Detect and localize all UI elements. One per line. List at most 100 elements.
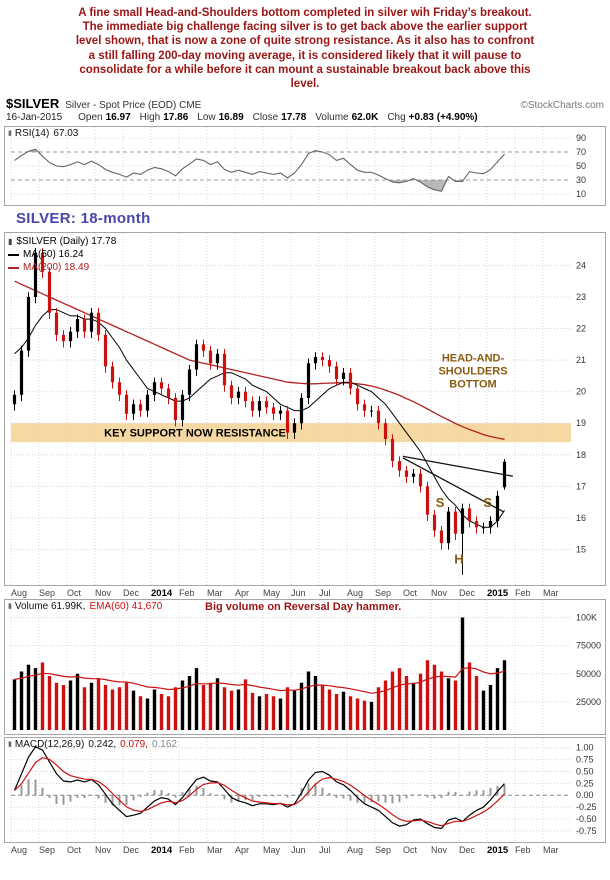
- month-label: Oct: [403, 845, 418, 855]
- month-label: May: [263, 845, 281, 855]
- svg-text:21: 21: [576, 355, 586, 365]
- month-label: 2015: [487, 588, 509, 599]
- commentary-line: level shown, that is now a zone of quite…: [75, 35, 535, 48]
- month-label: 2015: [487, 845, 509, 856]
- legend-row: MA(200) 18.49: [8, 261, 116, 274]
- chart-title-row: $SILVER Silver - Spot Price (EOD) CME ©S…: [4, 95, 606, 111]
- svg-text:-0.25: -0.25: [576, 802, 597, 812]
- svg-text:0.75: 0.75: [576, 755, 594, 765]
- commentary-line: consolidate for a while before it can mo…: [79, 63, 531, 76]
- quote-row: 16-Jan-2015 Open 16.97 High 17.86 Low 16.89 Cl…: [4, 111, 606, 126]
- month-label: Oct: [403, 588, 418, 598]
- svg-text:23: 23: [576, 292, 586, 302]
- svg-text:-0.75: -0.75: [576, 826, 597, 836]
- volume-chart: 100K 75000 50000 25000: [10, 600, 601, 735]
- x-axis-labels-bottom: Aug Sep Oct Nov Dec 2014 Feb Mar Apr May Jun Jul Aug…: [11, 845, 559, 856]
- svg-text:70: 70: [576, 147, 586, 157]
- month-label: Aug: [347, 845, 363, 855]
- month-label: Feb: [515, 845, 531, 855]
- quote-field-value: +0.83 (+4.90%): [408, 112, 478, 124]
- month-label: Aug: [347, 588, 363, 598]
- svg-text:25000: 25000: [576, 697, 601, 707]
- commentary-line: The immediate big challenge facing silve…: [82, 21, 528, 34]
- month-label: Sep: [375, 588, 391, 598]
- quote-field-label: Volume: [315, 112, 349, 124]
- month-label: Feb: [179, 588, 195, 598]
- head-and-shoulders-label: BOTTOM: [449, 379, 496, 391]
- svg-text:90: 90: [576, 133, 586, 143]
- x-axis-labels-top: Aug Sep Oct Nov Dec 2014 Feb Mar Apr May Jun Jul Aug…: [11, 588, 559, 599]
- month-label: Aug: [11, 845, 27, 855]
- month-label: Oct: [67, 588, 82, 598]
- quote-field-label: High: [139, 112, 161, 124]
- month-label: 2014: [151, 588, 173, 599]
- month-label: Aug: [11, 588, 27, 598]
- month-label: Sep: [39, 588, 55, 598]
- month-label: May: [263, 588, 281, 598]
- quote-field-label: Close: [252, 112, 279, 124]
- month-label: Jul: [319, 588, 331, 598]
- macd-panel: 1.00 0.75 0.50 0.25 0.00 -0.25 -0.50 -0.75 ▮ MAC…: [4, 737, 606, 844]
- hs-letter-h: H: [454, 552, 463, 567]
- svg-text:50000: 50000: [576, 669, 601, 679]
- quote-field-value: 62.0K: [351, 112, 379, 124]
- chart-period-label: SILVER: 18-month: [16, 210, 151, 228]
- legend-row: MA(50) 16.24: [8, 248, 116, 261]
- svg-text:0.50: 0.50: [576, 767, 594, 777]
- svg-text:20: 20: [576, 387, 586, 397]
- ticker-symbol: $SILVER: [6, 96, 60, 112]
- head-and-shoulders-label: HEAD-AND-: [442, 353, 505, 365]
- page: A fine small Head-and-Shoulders bottom c…: [4, 7, 606, 856]
- volume-ema-value: EMA(60) 41,670: [89, 601, 163, 613]
- legend-text: MA(200) 18.49: [23, 262, 90, 274]
- svg-text:24: 24: [576, 261, 586, 271]
- month-label: Apr: [235, 845, 249, 855]
- legend-text: MA(50) 16.24: [23, 249, 84, 261]
- commentary-line: level.: [290, 78, 320, 91]
- svg-text:50: 50: [576, 161, 586, 171]
- svg-text:100K: 100K: [576, 613, 597, 623]
- macd-label: ▮ MACD(12,26,9) 0.242, 0.079, 0.162: [8, 739, 177, 750]
- hs-letter-s: S: [436, 495, 445, 510]
- quote-field-label: Chg: [387, 112, 406, 124]
- svg-text:19: 19: [576, 418, 586, 428]
- macd-chart: 1.00 0.75 0.50 0.250.00 -0.25 -0.50 -0.75: [10, 738, 597, 843]
- month-label: Sep: [375, 845, 391, 855]
- commentary-line: a still falling 200-day moving average, …: [88, 49, 522, 62]
- month-label: Jul: [319, 845, 331, 855]
- svg-text:0.25: 0.25: [576, 779, 594, 789]
- month-label: Feb: [515, 588, 531, 598]
- month-label: Mar: [543, 845, 559, 855]
- quote-field-value: 16.97: [105, 112, 131, 124]
- svg-text:16: 16: [576, 513, 586, 523]
- volume-label: ▮ Volume 61.99K, EMA(60) 41,670: [8, 601, 162, 612]
- svg-text:1.00: 1.00: [576, 743, 594, 753]
- svg-text:17: 17: [576, 482, 586, 492]
- svg-text:75000: 75000: [576, 641, 601, 651]
- quote-date: 16-Jan-2015: [6, 112, 63, 124]
- hs-letter-s: S: [483, 495, 492, 510]
- svg-text:-0.50: -0.50: [576, 814, 597, 824]
- month-label: Mar: [543, 588, 559, 598]
- trendline: [402, 455, 514, 478]
- macd-label-text: MACD(12,26,9): [14, 739, 85, 751]
- quote-field-label: Open: [78, 112, 103, 124]
- indicator-icon: ▮: [8, 130, 12, 138]
- candlestick-icon: ▮: [8, 237, 13, 247]
- price-chart: 24 23 22 21 20 19 18 17 16 15 KEY SUPPORT NOW RESI…: [10, 233, 586, 586]
- trendline: [402, 457, 504, 513]
- quote-field-value: 17.86: [163, 112, 189, 124]
- legend-text: $SILVER (Daily) 17.78: [16, 236, 117, 248]
- volume-annotation: Big volume on Reversal Day hammer.: [205, 601, 402, 614]
- svg-text:30: 30: [576, 175, 586, 185]
- price-legend: ▮ $SILVER (Daily) 17.78 MA(50) 16.24 MA(200…: [8, 235, 116, 274]
- indicator-icon: ▮: [8, 603, 12, 611]
- svg-text:10: 10: [576, 189, 586, 199]
- month-label: Dec: [459, 845, 476, 855]
- rsi-panel: 90 70 50 30 10 ▮ RSI(14) 67.03: [4, 126, 606, 207]
- ticker-description: Silver - Spot Price (EOD) CME: [65, 100, 202, 112]
- volume-panel: 100K 75000 50000 25000 ▮ Volume 61.99K, EMA(6…: [4, 599, 606, 736]
- rsi-label: ▮ RSI(14) 67.03: [8, 128, 78, 139]
- month-label: Oct: [67, 845, 82, 855]
- macd-signal-value: 0.079,: [120, 739, 148, 751]
